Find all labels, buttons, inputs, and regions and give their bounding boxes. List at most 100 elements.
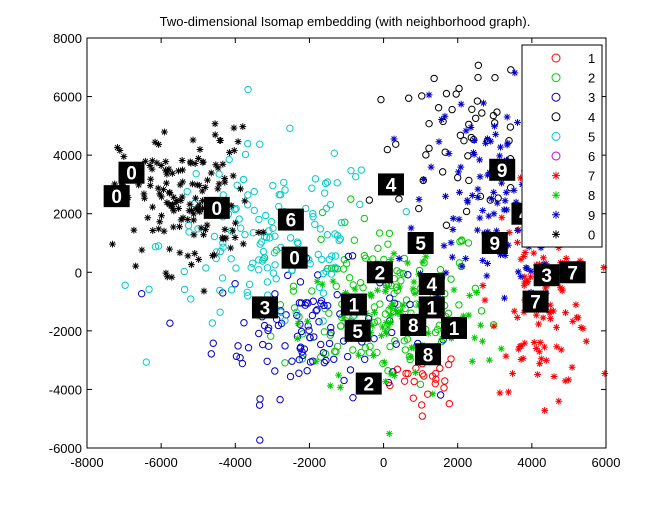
data-point (501, 252, 509, 259)
data-point (449, 215, 457, 222)
data-point (349, 393, 357, 402)
data-point (380, 358, 388, 366)
data-point (468, 192, 476, 199)
data-point (360, 214, 369, 223)
data-point (294, 335, 302, 342)
data-point (440, 242, 448, 250)
data-point (313, 278, 321, 285)
data-point (505, 229, 513, 236)
data-point (319, 349, 328, 357)
data-point (169, 223, 177, 231)
data-point (140, 190, 148, 198)
data-point (141, 194, 148, 202)
data-point (190, 231, 198, 239)
data-point (199, 197, 206, 205)
thumbnail-background (103, 185, 130, 208)
data-point (327, 270, 336, 278)
data-point (191, 160, 199, 167)
data-point (194, 204, 202, 212)
data-point (327, 323, 335, 332)
data-point (160, 186, 167, 194)
data-point (357, 166, 365, 174)
data-point (418, 401, 426, 409)
legend-label: 7 (588, 169, 595, 184)
data-point (455, 168, 462, 176)
data-point (166, 245, 173, 253)
data-point (535, 320, 542, 328)
data-point (527, 273, 535, 281)
data-point (163, 170, 171, 178)
data-point (176, 249, 184, 257)
data-point (295, 369, 303, 377)
data-point (377, 95, 385, 104)
data-point (322, 204, 331, 213)
data-point (532, 345, 540, 352)
data-point (448, 105, 456, 114)
data-point (234, 138, 242, 146)
data-point (264, 326, 272, 335)
data-point (396, 283, 404, 291)
data-point (361, 344, 369, 352)
data-point (227, 244, 235, 252)
data-point (418, 370, 427, 378)
data-point (462, 127, 470, 135)
thumbnail-digit: 1 (426, 298, 437, 319)
legend-label: 8 (588, 188, 595, 203)
data-point (230, 147, 238, 154)
data-point (168, 273, 176, 281)
data-point (165, 189, 173, 197)
legend-marker (551, 131, 561, 141)
data-point (289, 282, 298, 290)
data-point (256, 395, 264, 403)
data-point (391, 372, 398, 379)
thumbnail-background (344, 319, 371, 342)
data-point (194, 155, 202, 162)
data-point (187, 295, 195, 303)
thumbnail-digit: 3 (541, 266, 552, 287)
data-point (146, 182, 154, 190)
data-point (509, 370, 516, 377)
data-point (323, 178, 332, 186)
data-point (484, 135, 491, 143)
data-point (227, 286, 236, 294)
data-point (330, 149, 339, 157)
data-point (479, 337, 486, 345)
data-point (178, 157, 186, 164)
digit-thumbnail: 0 (118, 161, 145, 185)
data-point (436, 391, 445, 399)
data-point (298, 355, 306, 363)
data-point (434, 292, 442, 300)
data-point (199, 158, 207, 166)
data-point (208, 319, 217, 327)
data-point (192, 205, 200, 213)
legend-label: 1 (588, 51, 595, 66)
data-point (397, 277, 405, 285)
legend-item: 1 (551, 51, 595, 66)
thumbnail-background (400, 314, 427, 336)
data-point (147, 175, 155, 183)
data-point (153, 159, 161, 167)
data-point (316, 225, 325, 233)
x-tick-label: -8000 (70, 455, 103, 470)
legend-label: 9 (588, 208, 595, 223)
data-point (387, 256, 395, 263)
data-point (269, 224, 277, 233)
data-point (330, 355, 338, 363)
data-point (456, 188, 463, 196)
data-point (348, 252, 357, 260)
thumbnail-background (251, 296, 278, 319)
data-point (214, 185, 222, 193)
data-point (432, 375, 440, 383)
data-point (166, 319, 174, 327)
legend-marker (551, 151, 561, 161)
data-point (476, 214, 484, 222)
data-point (468, 105, 476, 114)
data-point (459, 312, 467, 320)
thumbnail-background (481, 232, 508, 254)
data-point (562, 255, 570, 262)
data-point (111, 180, 119, 188)
data-point (315, 318, 323, 326)
data-point (255, 215, 263, 224)
data-point (506, 123, 515, 131)
data-point (306, 333, 314, 342)
